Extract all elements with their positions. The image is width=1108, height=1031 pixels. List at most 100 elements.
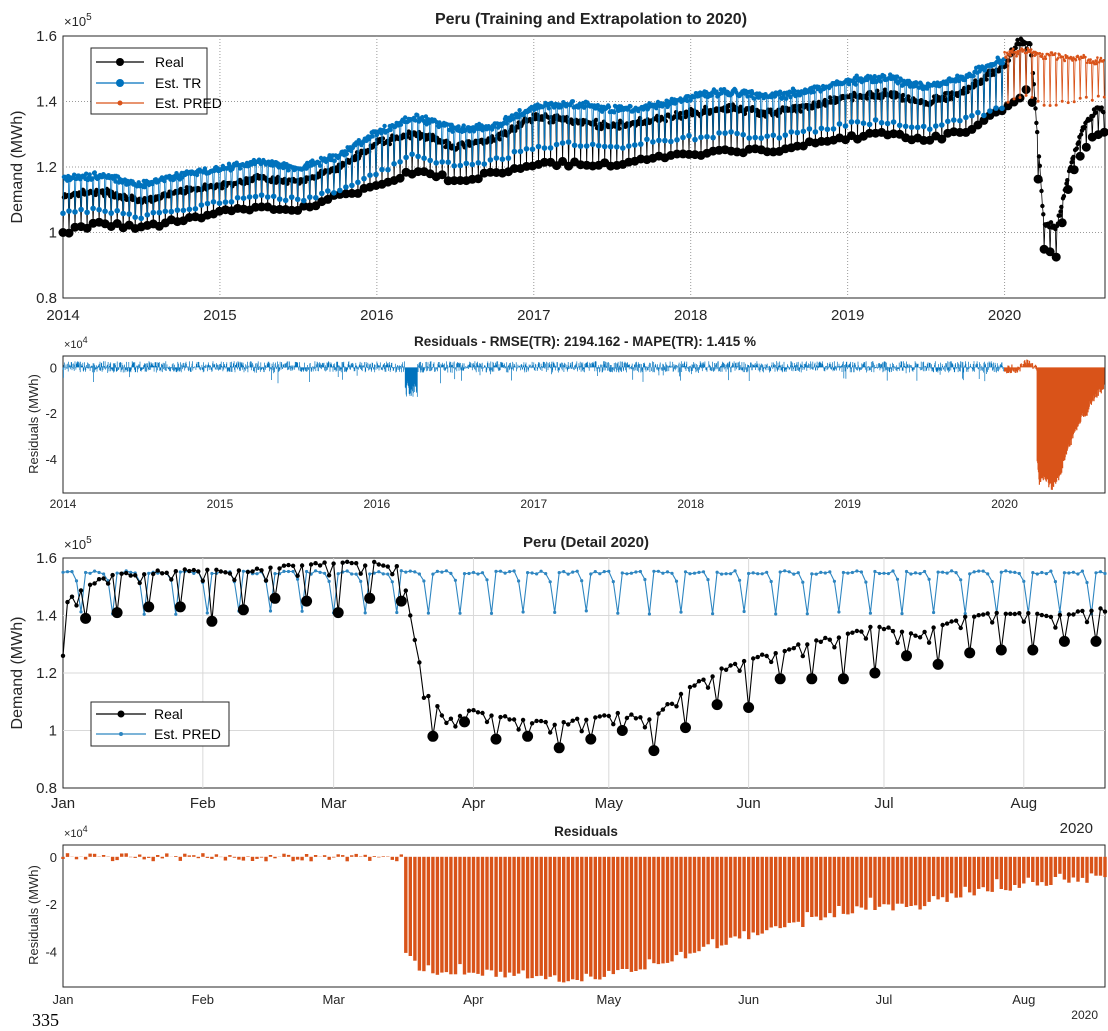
residual-bar bbox=[593, 856, 597, 980]
residual-bar bbox=[539, 856, 543, 976]
est-tr-series-point bbox=[385, 166, 391, 173]
est-pred-detail-point bbox=[458, 611, 462, 615]
residual-bar bbox=[92, 853, 97, 857]
est-tr-series-point bbox=[577, 143, 584, 149]
x-tick-label: 2017 bbox=[517, 307, 550, 324]
real-series-point bbox=[1051, 252, 1061, 262]
panel-detail: Peru (Detail 2020) ×105 0.8 1 1.2 1.4 1.6 Jan… bbox=[9, 534, 1108, 837]
est-pred-series-point bbox=[1029, 48, 1033, 51]
real-detail-point bbox=[773, 651, 778, 656]
real-series-point bbox=[1082, 124, 1087, 130]
est-pred-detail-point bbox=[963, 612, 967, 616]
real-detail-point bbox=[403, 588, 408, 593]
residual-bar bbox=[494, 856, 498, 977]
real-detail-point bbox=[899, 629, 905, 634]
residual-bar bbox=[1022, 856, 1026, 884]
real-detail-point bbox=[543, 719, 548, 725]
residual-bar bbox=[553, 856, 557, 976]
real-series-point bbox=[1069, 165, 1079, 175]
residual-bar bbox=[1062, 856, 1067, 880]
est-pred-detail-point bbox=[720, 572, 724, 576]
est-pred-detail-point bbox=[390, 580, 394, 584]
real-detail-point bbox=[490, 733, 502, 745]
est-pred-detail-point bbox=[688, 572, 692, 576]
est-tr-series-point bbox=[523, 146, 530, 152]
residual-bar bbox=[850, 856, 855, 914]
est-pred-detail-point bbox=[959, 578, 963, 582]
est-pred-series-point bbox=[1061, 55, 1065, 59]
residual-bar bbox=[83, 856, 88, 860]
est-pred-series-point bbox=[1006, 100, 1010, 104]
residual-bar bbox=[507, 856, 512, 973]
real-detail-point bbox=[1090, 635, 1102, 647]
residual-bar bbox=[652, 856, 656, 964]
residual-bar bbox=[1008, 856, 1012, 891]
real-detail-point bbox=[326, 573, 332, 578]
est-pred-detail-point bbox=[1062, 571, 1066, 575]
est-tr-series-point bbox=[811, 89, 816, 95]
real-detail-point bbox=[214, 567, 219, 572]
est-pred-series-point bbox=[1066, 101, 1070, 105]
panel-detail-residuals-axes bbox=[62, 844, 1106, 988]
real-detail-point bbox=[317, 563, 323, 568]
x-tick-label: Jun bbox=[738, 992, 759, 1007]
est-pred-series-point bbox=[1048, 53, 1051, 57]
est-pred-detail-point bbox=[314, 569, 318, 573]
real-series-point bbox=[1036, 154, 1042, 159]
real-detail-point bbox=[218, 569, 224, 574]
residual-bar bbox=[138, 854, 142, 857]
panel-training-residuals-exponent: ×104 bbox=[64, 335, 88, 351]
real-series-point bbox=[827, 95, 833, 100]
est-tr-series-point bbox=[668, 138, 674, 145]
real-series-point bbox=[1099, 105, 1104, 110]
real-series-point bbox=[564, 114, 570, 120]
real-detail-line bbox=[62, 561, 1106, 751]
est-pred-detail-point bbox=[864, 580, 868, 584]
real-detail-point bbox=[332, 607, 344, 619]
real-detail-point bbox=[584, 717, 589, 722]
est-pred-series-point bbox=[1042, 103, 1046, 107]
est-pred-detail-point bbox=[291, 569, 295, 574]
real-detail-point bbox=[299, 563, 305, 568]
real-detail-point bbox=[69, 594, 75, 599]
residual-bar bbox=[250, 856, 255, 861]
est-tr-series-point bbox=[589, 141, 596, 148]
y-tick-label: 1.4 bbox=[36, 94, 57, 111]
residual-bar bbox=[548, 856, 552, 977]
est-pred-detail-point bbox=[174, 612, 178, 616]
est-tr-series-point bbox=[361, 175, 367, 182]
est-tr-series-point bbox=[398, 122, 404, 127]
real-detail-point bbox=[1021, 619, 1026, 624]
x-tick-label: 2017 bbox=[520, 497, 547, 511]
est-pred-detail-point bbox=[981, 569, 985, 573]
x-tick-label: Mar bbox=[321, 795, 347, 812]
real-detail-point bbox=[520, 717, 526, 723]
est-tr-series-point bbox=[355, 179, 361, 186]
residual-bar bbox=[354, 853, 358, 857]
est-tr-series-point bbox=[601, 143, 608, 150]
est-tr-series-point bbox=[999, 105, 1005, 112]
residual-bar bbox=[1103, 856, 1107, 878]
real-detail-point bbox=[522, 730, 534, 742]
est-tr-series-point bbox=[90, 176, 95, 181]
est-pred-detail-line bbox=[62, 569, 1106, 615]
real-detail-point bbox=[372, 559, 377, 565]
real-detail-point bbox=[575, 716, 580, 721]
est-pred-detail-point bbox=[1080, 569, 1084, 573]
est-pred-detail-point bbox=[945, 571, 949, 575]
real-detail-point bbox=[976, 613, 981, 618]
real-detail-point bbox=[182, 567, 187, 572]
real-detail-point bbox=[1027, 644, 1039, 656]
est-tr-series-point bbox=[227, 163, 232, 168]
real-detail-point bbox=[286, 562, 291, 568]
x-tick-label: Mar bbox=[322, 992, 345, 1007]
est-pred-detail-point bbox=[97, 570, 101, 575]
real-detail-point bbox=[281, 563, 287, 568]
est-pred-detail-point bbox=[580, 579, 584, 583]
residual-bar bbox=[828, 856, 832, 914]
real-series-point bbox=[1078, 132, 1084, 137]
est-tr-series-point bbox=[788, 94, 793, 100]
residual-bar bbox=[774, 856, 778, 927]
residual-bar bbox=[525, 856, 530, 979]
est-tr-series-point bbox=[818, 125, 825, 132]
